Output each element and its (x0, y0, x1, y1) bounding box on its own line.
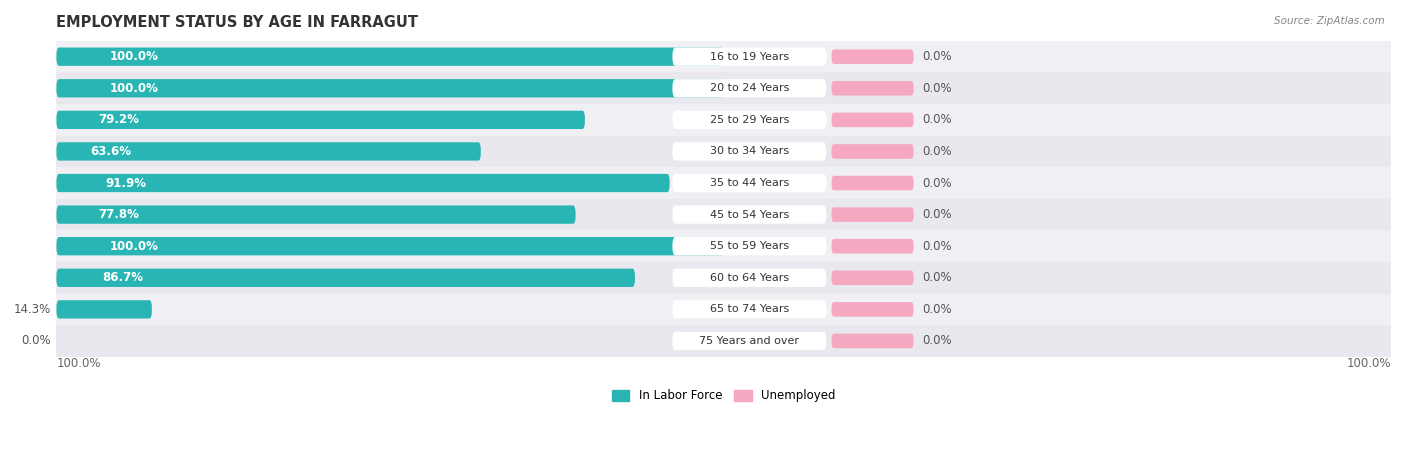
Text: 0.0%: 0.0% (922, 145, 952, 158)
Text: 65 to 74 Years: 65 to 74 Years (710, 304, 789, 314)
Text: 60 to 64 Years: 60 to 64 Years (710, 273, 789, 283)
FancyBboxPatch shape (831, 271, 914, 285)
Text: 16 to 19 Years: 16 to 19 Years (710, 52, 789, 62)
FancyBboxPatch shape (831, 302, 914, 317)
FancyBboxPatch shape (56, 41, 1391, 73)
FancyBboxPatch shape (56, 294, 1391, 325)
Text: 0.0%: 0.0% (922, 208, 952, 221)
Text: 0.0%: 0.0% (922, 82, 952, 95)
Text: 30 to 34 Years: 30 to 34 Years (710, 147, 789, 156)
FancyBboxPatch shape (56, 174, 669, 192)
Text: 0.0%: 0.0% (922, 50, 952, 63)
FancyBboxPatch shape (56, 79, 724, 97)
Text: 20 to 24 Years: 20 to 24 Years (710, 83, 789, 93)
FancyBboxPatch shape (56, 230, 1391, 262)
FancyBboxPatch shape (56, 269, 636, 287)
Text: 86.7%: 86.7% (103, 272, 143, 284)
FancyBboxPatch shape (56, 237, 724, 255)
Text: 0.0%: 0.0% (922, 176, 952, 189)
Text: 100.0%: 100.0% (110, 239, 159, 253)
FancyBboxPatch shape (56, 206, 575, 224)
Text: 91.9%: 91.9% (105, 176, 146, 189)
FancyBboxPatch shape (672, 332, 827, 350)
FancyBboxPatch shape (672, 206, 827, 224)
FancyBboxPatch shape (672, 300, 827, 318)
Text: 100.0%: 100.0% (1347, 357, 1391, 370)
FancyBboxPatch shape (672, 142, 827, 161)
Text: 14.3%: 14.3% (14, 303, 51, 316)
FancyBboxPatch shape (831, 113, 914, 127)
FancyBboxPatch shape (56, 73, 1391, 104)
FancyBboxPatch shape (56, 325, 1391, 357)
FancyBboxPatch shape (56, 142, 481, 161)
Text: 55 to 59 Years: 55 to 59 Years (710, 241, 789, 251)
Text: 0.0%: 0.0% (922, 239, 952, 253)
Legend: In Labor Force, Unemployed: In Labor Force, Unemployed (609, 386, 839, 406)
Text: 0.0%: 0.0% (922, 335, 952, 347)
FancyBboxPatch shape (56, 110, 585, 129)
Text: EMPLOYMENT STATUS BY AGE IN FARRAGUT: EMPLOYMENT STATUS BY AGE IN FARRAGUT (56, 15, 419, 30)
Text: 75 Years and over: 75 Years and over (699, 336, 800, 346)
FancyBboxPatch shape (672, 79, 827, 97)
Text: Source: ZipAtlas.com: Source: ZipAtlas.com (1274, 16, 1385, 26)
FancyBboxPatch shape (56, 262, 1391, 294)
FancyBboxPatch shape (56, 136, 1391, 167)
FancyBboxPatch shape (831, 81, 914, 96)
FancyBboxPatch shape (56, 300, 152, 318)
FancyBboxPatch shape (831, 207, 914, 222)
FancyBboxPatch shape (672, 174, 827, 192)
FancyBboxPatch shape (56, 199, 1391, 230)
FancyBboxPatch shape (56, 104, 1391, 136)
FancyBboxPatch shape (831, 239, 914, 253)
FancyBboxPatch shape (672, 110, 827, 129)
Text: 0.0%: 0.0% (21, 335, 51, 347)
Text: 45 to 54 Years: 45 to 54 Years (710, 210, 789, 220)
FancyBboxPatch shape (831, 176, 914, 190)
FancyBboxPatch shape (56, 167, 1391, 199)
Text: 25 to 29 Years: 25 to 29 Years (710, 115, 789, 125)
Text: 0.0%: 0.0% (922, 303, 952, 316)
FancyBboxPatch shape (56, 47, 724, 66)
Text: 0.0%: 0.0% (922, 272, 952, 284)
Text: 100.0%: 100.0% (110, 82, 159, 95)
FancyBboxPatch shape (672, 47, 827, 66)
FancyBboxPatch shape (831, 144, 914, 159)
FancyBboxPatch shape (831, 334, 914, 348)
FancyBboxPatch shape (831, 50, 914, 64)
Text: 79.2%: 79.2% (98, 113, 139, 126)
FancyBboxPatch shape (672, 237, 827, 255)
Text: 100.0%: 100.0% (56, 357, 101, 370)
Text: 63.6%: 63.6% (90, 145, 131, 158)
Text: 100.0%: 100.0% (110, 50, 159, 63)
Text: 77.8%: 77.8% (98, 208, 139, 221)
FancyBboxPatch shape (672, 269, 827, 287)
Text: 0.0%: 0.0% (922, 113, 952, 126)
Text: 35 to 44 Years: 35 to 44 Years (710, 178, 789, 188)
